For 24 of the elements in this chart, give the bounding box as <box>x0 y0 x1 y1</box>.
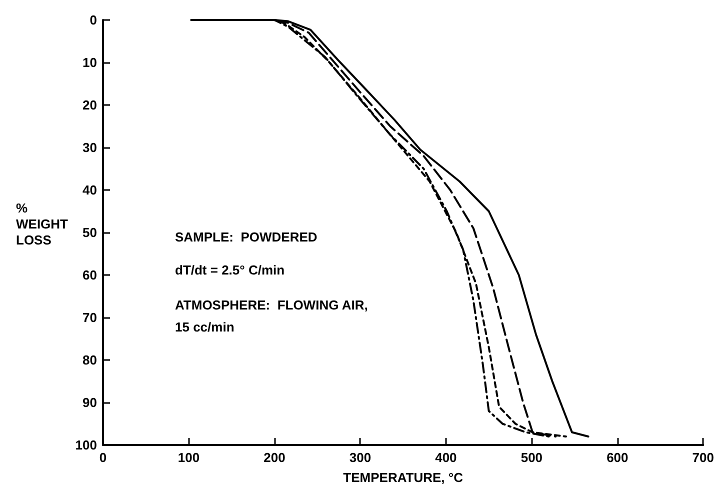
x-tick-label: 300 <box>349 450 372 465</box>
x-tick-label: 200 <box>264 450 286 465</box>
annotation: dT/dt = 2.5° C/min <box>175 262 285 278</box>
y-tick-label: 20 <box>82 98 97 112</box>
x-tick-label: 0 <box>99 450 107 465</box>
y-tick-label: 70 <box>82 310 97 325</box>
y-axis-title: % WEIGHT LOSS <box>16 200 68 248</box>
y-tick-label: 0 <box>90 12 97 28</box>
x-axis-title: TEMPERATURE, °C <box>343 470 464 485</box>
x-tick-label: 500 <box>520 450 543 465</box>
annotation: ATMOSPHERE: FLOWING AIR, 15 cc/min <box>175 298 368 334</box>
x-tick-label: 600 <box>606 450 628 465</box>
x-tick-label: 400 <box>435 450 457 465</box>
y-tick-label: 30 <box>82 140 97 155</box>
y-tick-label: 80 <box>82 352 97 368</box>
y-tick-label: 90 <box>82 395 97 410</box>
y-tick-label: 10 <box>82 55 97 70</box>
annotation: SAMPLE: POWDERED <box>175 230 318 244</box>
y-tick-label: 50 <box>82 225 97 240</box>
y-tick-label: 100 <box>75 438 97 452</box>
x-tick-label: 100 <box>178 450 200 465</box>
x-tick-label: 700 <box>692 450 714 465</box>
y-tick-label: 40 <box>82 182 97 198</box>
y-tick-label: 60 <box>82 268 97 282</box>
